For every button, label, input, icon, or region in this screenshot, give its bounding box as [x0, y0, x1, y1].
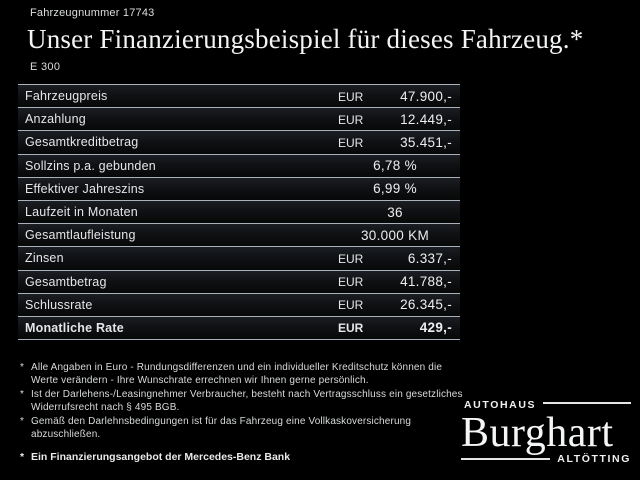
dealer-logo-top-row: AUTOHAUS: [461, 399, 631, 411]
row-label: Gesamtkreditbetrag: [25, 135, 139, 150]
row-label: Gesamtbetrag: [25, 274, 107, 289]
row-value-cell: EUR 429,-: [338, 320, 452, 335]
financing-note-text: Ein Finanzierungsangebot der Mercedes-Be…: [31, 451, 291, 463]
table-row: Laufzeit in Monaten 36: [18, 199, 460, 224]
dealer-logo-bottom-rule: [461, 458, 551, 460]
footnote-marker: *: [20, 362, 25, 373]
page-title: Unser Finanzierungsbeispiel für dieses F…: [27, 24, 584, 54]
row-value: 429,-: [419, 320, 452, 336]
row-currency: EUR: [338, 89, 364, 104]
dealer-logo: AUTOHAUS Burghart ALTÖTTING: [461, 399, 631, 465]
dealer-logo-top-rule: [543, 402, 631, 404]
dealer-logo-bottom-row: ALTÖTTING: [461, 453, 631, 465]
row-currency: EUR: [338, 275, 364, 290]
vehicle-model: E 300: [30, 61, 61, 73]
dealer-logo-name: Burghart: [461, 410, 614, 456]
row-value: 35.451,-: [400, 134, 452, 150]
footnote-text: Ist der Darlehens-/Leasingnehmer Verbrau…: [31, 388, 463, 414]
dealer-logo-city-text: ALTÖTTING: [557, 453, 631, 465]
footnote: * Alle Angaben in Euro - Rundungsdiffere…: [20, 361, 464, 388]
footnote: * Gemäß den Darlehnsbedingungen ist für …: [20, 415, 464, 442]
row-label: Laufzeit in Monaten: [25, 205, 138, 220]
row-value: 30.000 KM: [361, 227, 429, 243]
row-value-cell: EUR 47.900,-: [338, 89, 452, 104]
table-row: Sollzins p.a. gebunden 6,78 %: [18, 153, 460, 177]
financing-note-marker: *: [20, 451, 25, 463]
row-label: Zinsen: [25, 251, 64, 266]
row-label: Sollzins p.a. gebunden: [25, 158, 156, 173]
table-row: Zinsen EUR 6.337,-: [18, 246, 460, 270]
financing-table: Fahrzeugpreis EUR 47.900,- Anzahlung EUR…: [18, 84, 460, 341]
row-label: Effektiver Jahreszins: [25, 181, 145, 196]
dealer-logo-autohaus-text: AUTOHAUS: [464, 399, 537, 411]
footnote-marker: *: [20, 388, 25, 400]
row-value: 6.337,-: [407, 250, 452, 266]
row-label: Anzahlung: [25, 112, 86, 127]
footnote-text: Gemäß den Darlehnsbedingungen ist für da…: [31, 415, 412, 441]
footnotes-block: * Alle Angaben in Euro - Rundungsdiffere…: [20, 361, 464, 441]
row-value: 41.788,-: [400, 274, 452, 290]
vehicle-number: Fahrzeugnummer 17743: [30, 7, 154, 19]
table-row: Schlussrate EUR 26.345,-: [18, 292, 460, 316]
row-value-cell: 36: [338, 205, 452, 220]
row-value-cell: 6,78 %: [338, 158, 452, 173]
table-row: Anzahlung EUR 12.449,-: [18, 107, 460, 131]
footnote-marker: *: [20, 415, 25, 427]
footnote-text: Alle Angaben in Euro - Rundungsdifferenz…: [31, 362, 443, 387]
row-currency: EUR: [338, 251, 364, 266]
row-currency: EUR: [338, 112, 364, 127]
row-label: Monatliche Rate: [25, 320, 124, 335]
row-value-cell: 6,99 %: [338, 181, 452, 196]
table-row: Effektiver Jahreszins 6,99 %: [18, 176, 460, 200]
row-value: 36: [387, 204, 403, 220]
table-row: Gesamtlaufleistung 30.000 KM: [18, 223, 460, 247]
row-value: 6,99 %: [373, 181, 417, 197]
row-currency: EUR: [338, 321, 364, 336]
row-value-cell: EUR 35.451,-: [338, 135, 452, 150]
table-row: Gesamtbetrag EUR 41.788,-: [18, 269, 460, 293]
row-value-cell: EUR 26.345,-: [338, 297, 452, 312]
financing-bank-note: * Ein Finanzierungsangebot der Mercedes-…: [20, 451, 290, 463]
row-value: 26.345,-: [400, 297, 452, 313]
row-value-cell: EUR 12.449,-: [338, 112, 452, 127]
vehicle-number-value: 17743: [122, 7, 155, 19]
row-value-cell: EUR 41.788,-: [338, 274, 452, 289]
table-row: Fahrzeugpreis EUR 47.900,-: [18, 84, 460, 108]
row-value: 47.900,-: [400, 88, 452, 104]
row-label: Gesamtlaufleistung: [25, 228, 136, 243]
row-value-cell: EUR 6.337,-: [338, 251, 452, 266]
row-value: 6,78 %: [373, 158, 417, 174]
row-currency: EUR: [338, 135, 364, 150]
table-row: Monatliche Rate EUR 429,-: [18, 315, 460, 340]
row-currency: EUR: [338, 298, 364, 313]
row-value: 12.449,-: [400, 111, 452, 127]
row-label: Fahrzeugpreis: [25, 89, 108, 104]
row-label: Schlussrate: [25, 297, 93, 312]
row-value-cell: 30.000 KM: [338, 228, 452, 243]
vehicle-number-label: Fahrzeugnummer: [30, 7, 120, 19]
table-row: Gesamtkreditbetrag EUR 35.451,-: [18, 130, 460, 154]
footnote: * Ist der Darlehens-/Leasingnehmer Verbr…: [20, 388, 464, 415]
